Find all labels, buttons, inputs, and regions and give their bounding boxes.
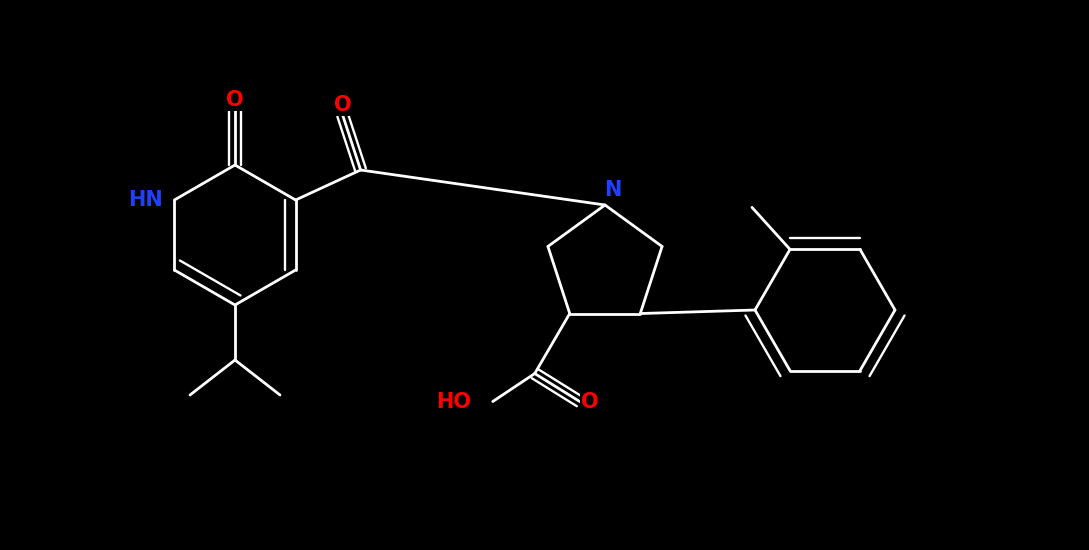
Text: HN: HN: [127, 190, 162, 210]
Text: N: N: [604, 180, 622, 200]
Text: HO: HO: [436, 392, 470, 411]
Text: O: O: [334, 95, 352, 115]
Text: O: O: [580, 392, 599, 411]
Text: O: O: [227, 90, 244, 110]
